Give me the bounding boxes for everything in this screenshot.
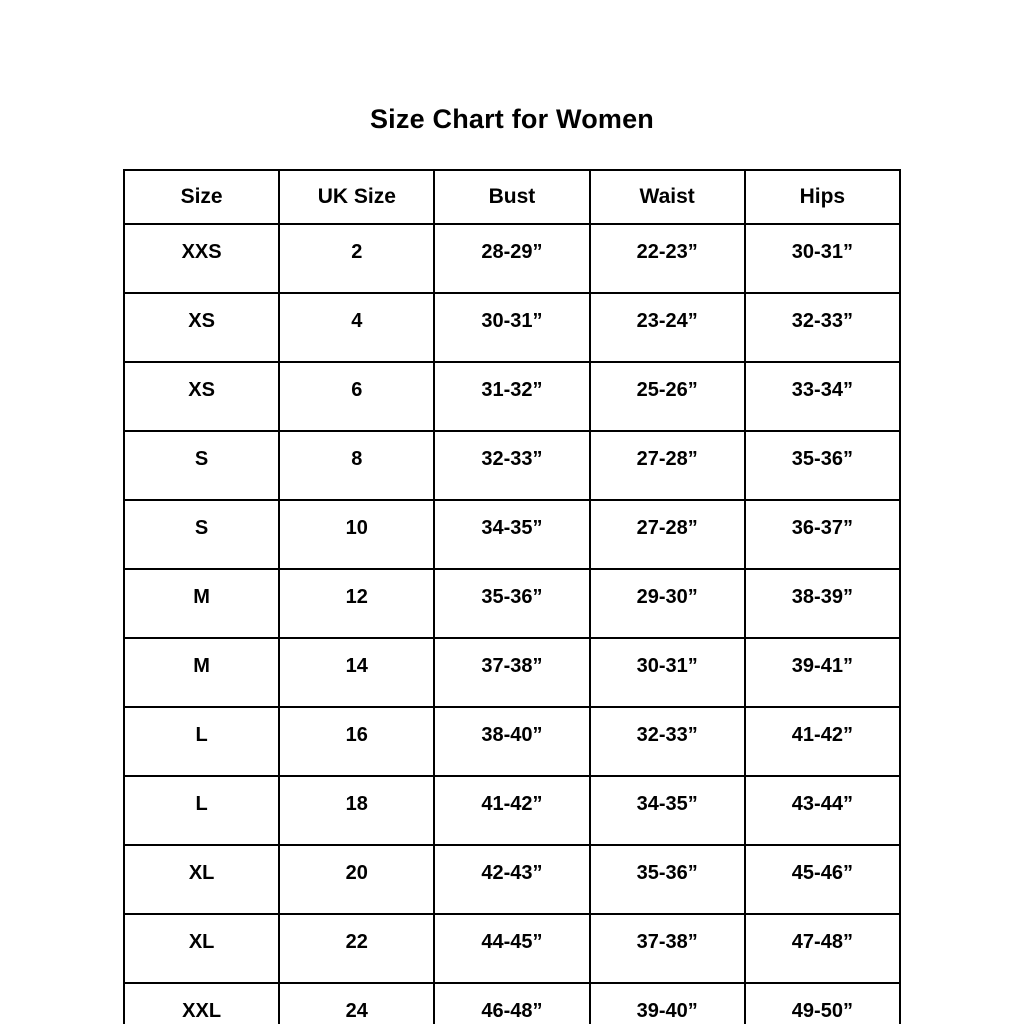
cell-uk-size: 2	[278, 223, 436, 294]
cell-size: XL	[122, 844, 281, 915]
cell-uk-size: 8	[278, 430, 436, 501]
cell-uk-size: 6	[278, 361, 436, 432]
cell-bust: 28-29”	[433, 223, 591, 294]
cell-waist: 35-36”	[588, 844, 746, 915]
cell-size: XS	[122, 361, 281, 432]
cell-uk-size: 20	[278, 844, 436, 915]
table-row: S 10 34-35” 27-28” 36-37”	[122, 499, 902, 570]
cell-uk-size: 10	[278, 499, 436, 570]
cell-hips: 49-50”	[743, 982, 902, 1024]
cell-size: M	[122, 568, 281, 639]
cell-bust: 31-32”	[433, 361, 591, 432]
table-row: XL 22 44-45” 37-38” 47-48”	[122, 913, 902, 984]
cell-hips: 30-31”	[743, 223, 902, 294]
cell-bust: 41-42”	[433, 775, 591, 846]
cell-waist: 29-30”	[588, 568, 746, 639]
cell-hips: 41-42”	[743, 706, 902, 777]
table-body: XXS 2 28-29” 22-23” 30-31” XS 4 30-31” 23-24” 32-…	[122, 223, 902, 1024]
cell-uk-size: 24	[278, 982, 436, 1024]
cell-hips: 33-34”	[743, 361, 902, 432]
cell-uk-size: 22	[278, 913, 436, 984]
table-row: M 12 35-36” 29-30” 38-39”	[122, 568, 902, 639]
cell-waist: 32-33”	[588, 706, 746, 777]
header-row: Size UK Size Bust Waist Hips	[122, 169, 902, 225]
cell-waist: 27-28”	[588, 499, 746, 570]
cell-waist: 27-28”	[588, 430, 746, 501]
cell-size: XXL	[122, 982, 281, 1024]
cell-waist: 23-24”	[588, 292, 746, 363]
cell-waist: 39-40”	[588, 982, 746, 1024]
cell-bust: 30-31”	[433, 292, 591, 363]
cell-uk-size: 12	[278, 568, 436, 639]
column-header-size: Size	[122, 169, 281, 225]
table-row: XXL 24 46-48” 39-40” 49-50”	[122, 982, 902, 1024]
column-header-waist: Waist	[588, 169, 746, 225]
column-header-uk-size: UK Size	[278, 169, 436, 225]
cell-hips: 43-44”	[743, 775, 902, 846]
cell-bust: 38-40”	[433, 706, 591, 777]
cell-hips: 39-41”	[743, 637, 902, 708]
table-row: XXS 2 28-29” 22-23” 30-31”	[122, 223, 902, 294]
cell-uk-size: 18	[278, 775, 436, 846]
cell-bust: 32-33”	[433, 430, 591, 501]
cell-size: L	[122, 775, 281, 846]
table-row: M 14 37-38” 30-31” 39-41”	[122, 637, 902, 708]
cell-uk-size: 16	[278, 706, 436, 777]
cell-bust: 35-36”	[433, 568, 591, 639]
cell-uk-size: 14	[278, 637, 436, 708]
cell-size: M	[122, 637, 281, 708]
cell-size: S	[122, 499, 281, 570]
cell-hips: 38-39”	[743, 568, 902, 639]
cell-bust: 42-43”	[433, 844, 591, 915]
table-row: XS 6 31-32” 25-26” 33-34”	[122, 361, 902, 432]
cell-size: S	[122, 430, 281, 501]
cell-uk-size: 4	[278, 292, 436, 363]
cell-bust: 46-48”	[433, 982, 591, 1024]
table-row: XL 20 42-43” 35-36” 45-46”	[122, 844, 902, 915]
cell-waist: 37-38”	[588, 913, 746, 984]
size-chart-table: Size UK Size Bust Waist Hips XXS 2 28-29” 2…	[122, 169, 902, 1024]
cell-bust: 34-35”	[433, 499, 591, 570]
table-row: L 16 38-40” 32-33” 41-42”	[122, 706, 902, 777]
cell-waist: 34-35”	[588, 775, 746, 846]
table-row: L 18 41-42” 34-35” 43-44”	[122, 775, 902, 846]
table-row: S 8 32-33” 27-28” 35-36”	[122, 430, 902, 501]
cell-waist: 25-26”	[588, 361, 746, 432]
cell-hips: 35-36”	[743, 430, 902, 501]
cell-bust: 44-45”	[433, 913, 591, 984]
column-header-bust: Bust	[433, 169, 591, 225]
cell-bust: 37-38”	[433, 637, 591, 708]
table-header: Size UK Size Bust Waist Hips	[122, 169, 902, 225]
cell-waist: 22-23”	[588, 223, 746, 294]
cell-size: XL	[122, 913, 281, 984]
cell-size: L	[122, 706, 281, 777]
cell-hips: 45-46”	[743, 844, 902, 915]
column-header-hips: Hips	[743, 169, 902, 225]
cell-size: XXS	[122, 223, 281, 294]
cell-hips: 32-33”	[743, 292, 902, 363]
page-title: Size Chart for Women	[369, 104, 655, 134]
cell-size: XS	[122, 292, 281, 363]
cell-hips: 36-37”	[743, 499, 902, 570]
table-row: XS 4 30-31” 23-24” 32-33”	[122, 292, 902, 363]
cell-waist: 30-31”	[588, 637, 746, 708]
cell-hips: 47-48”	[743, 913, 902, 984]
